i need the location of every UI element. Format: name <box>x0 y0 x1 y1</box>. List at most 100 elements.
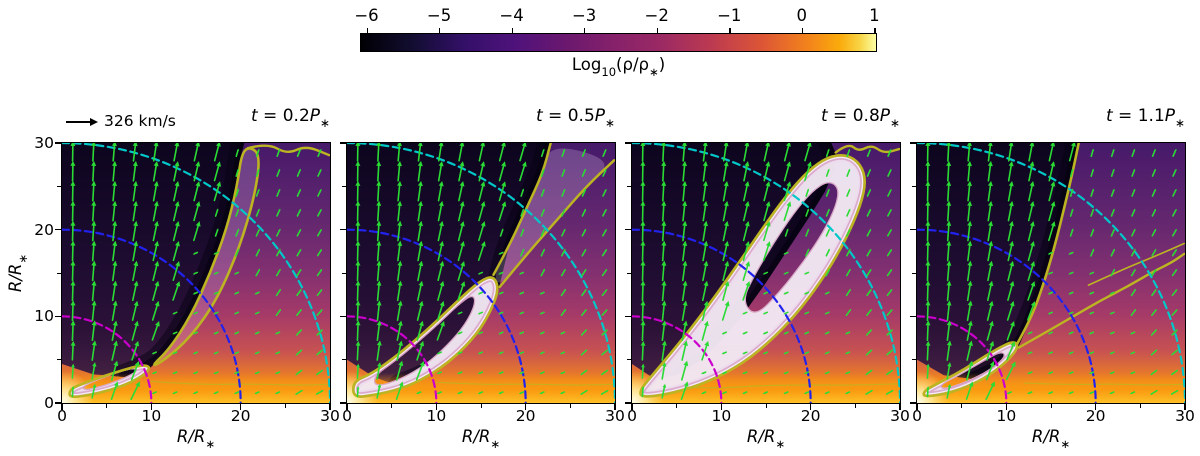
x-tick-label: 30 <box>1175 407 1195 425</box>
panel-1-title: t = 0.2P∗ <box>62 106 330 129</box>
colorbar-tick-label: −5 <box>426 6 452 25</box>
title-eq: = <box>542 106 568 126</box>
axis-tick-mark <box>435 404 438 410</box>
title-var: t <box>820 106 828 126</box>
colorbar-label-subscript: 10 <box>601 65 617 80</box>
x-tick-label: 10 <box>996 407 1017 425</box>
y-axis-label-text: R/R <box>6 263 25 293</box>
colorbar-tick-mark <box>584 28 586 33</box>
axis-tick-mark <box>55 315 61 318</box>
axis-tick-mark <box>342 185 346 187</box>
axis-tick-mark <box>340 402 346 404</box>
colorbar-label-asterisk: ∗ <box>649 65 659 80</box>
title-eq: = <box>1112 106 1138 126</box>
panel-2-title: t = 0.5P∗ <box>347 106 615 129</box>
colorbar-tick-mark <box>656 28 658 33</box>
axis-tick-mark <box>627 359 631 361</box>
colorbar-tick-label: −1 <box>717 6 742 25</box>
quiver-legend-label: 326 km/s <box>104 112 176 130</box>
reference-arrowhead-icon <box>90 117 98 126</box>
title-asterisk: ∗ <box>890 116 900 131</box>
x-tick-label: 20 <box>800 407 821 425</box>
x-axis-label-asterisk: ∗ <box>205 437 216 452</box>
axis-tick-mark <box>55 229 61 231</box>
x-axis-label-text: R/R <box>461 427 491 446</box>
colorbar-tick-mark <box>874 28 876 33</box>
colorbar-tick-mark <box>511 28 513 33</box>
axis-tick-mark <box>340 229 346 231</box>
axis-tick-mark <box>284 404 286 408</box>
y-tick-label: 20 <box>34 220 54 239</box>
x-tick-label: 10 <box>711 407 732 425</box>
axis-tick-mark <box>625 229 631 231</box>
colorbar-tick-label: −6 <box>354 6 379 25</box>
panel-4-title: t = 1.1P∗ <box>917 106 1185 129</box>
x-tick-label: 10 <box>141 407 162 425</box>
x-axis-label-asterisk: ∗ <box>1060 437 1071 452</box>
colorbar-tick-label: −3 <box>571 6 597 25</box>
colorbar-tick-label: 0 <box>796 6 808 25</box>
axis-tick-mark <box>106 404 108 408</box>
axis-tick-mark <box>1095 404 1097 410</box>
panel-3-title: t = 0.8P∗ <box>632 106 900 129</box>
title-eq: = <box>257 106 283 126</box>
axis-tick-mark <box>340 315 346 318</box>
colorbar-gradient-bar <box>360 33 877 52</box>
title-var: t <box>1105 106 1113 126</box>
y-tick-label: 0 <box>44 394 54 412</box>
x-axis-label-text: R/R <box>1031 427 1061 446</box>
x-tick-label: 20 <box>1085 407 1106 425</box>
colorbar-label: Log10(ρ/ρ∗) <box>360 55 877 78</box>
x-tick-label: 0 <box>342 407 352 425</box>
axis-tick-mark <box>720 404 723 410</box>
axis-tick-mark <box>525 404 527 410</box>
axis-tick-mark <box>627 185 631 187</box>
panel-4-x-axis-label: R/R∗ <box>917 427 1185 450</box>
title-asterisk: ∗ <box>1175 116 1185 131</box>
title-eq: = <box>827 106 853 126</box>
colorbar-label-text: (ρ/ρ <box>616 55 649 74</box>
y-tick-label: 10 <box>34 307 54 326</box>
axis-tick-mark <box>342 272 346 274</box>
axis-tick-mark <box>340 142 346 144</box>
axis-tick-mark <box>910 142 916 144</box>
title-var: t <box>250 106 258 126</box>
title-unit: P <box>1164 106 1176 126</box>
axis-tick-mark <box>961 404 963 408</box>
colorbar-tick-mark <box>366 28 368 33</box>
colorbar-tick-mark <box>801 28 804 33</box>
axis-tick-mark <box>912 185 916 187</box>
axis-tick-mark <box>676 404 678 408</box>
y-axis-label-asterisk: ∗ <box>16 253 31 264</box>
axis-tick-mark <box>61 404 63 410</box>
x-tick-label: 20 <box>230 407 251 425</box>
title-value: 0.2 <box>282 106 310 126</box>
x-tick-label: 0 <box>912 407 922 425</box>
x-tick-label: 0 <box>627 407 637 425</box>
axis-tick-mark <box>57 272 61 274</box>
title-value: 0.8 <box>852 106 880 126</box>
axis-tick-mark <box>1184 404 1186 410</box>
axis-tick-mark <box>765 404 767 408</box>
axis-tick-mark <box>391 404 393 408</box>
axis-tick-mark <box>195 404 197 408</box>
axis-tick-mark <box>342 359 346 361</box>
axis-tick-mark <box>625 142 631 144</box>
density-map-canvas-2 <box>347 143 615 403</box>
title-unit: P <box>879 106 891 126</box>
axis-tick-mark <box>55 402 61 404</box>
reference-arrow-icon <box>66 121 90 123</box>
title-unit: P <box>594 106 606 126</box>
axis-tick-mark <box>810 404 812 410</box>
panel-4-plot <box>916 142 1186 404</box>
colorbar-tick-mark <box>729 28 731 33</box>
axis-tick-mark <box>55 142 61 144</box>
colorbar-label-text: ) <box>658 55 666 74</box>
panel-2-x-axis-label: R/R∗ <box>347 427 615 450</box>
x-tick-label: 30 <box>605 407 625 425</box>
x-axis-label-asterisk: ∗ <box>775 437 786 452</box>
panel-1-plot <box>61 142 331 404</box>
axis-tick-mark <box>910 315 916 318</box>
colorbar-tick-mark <box>439 28 441 33</box>
